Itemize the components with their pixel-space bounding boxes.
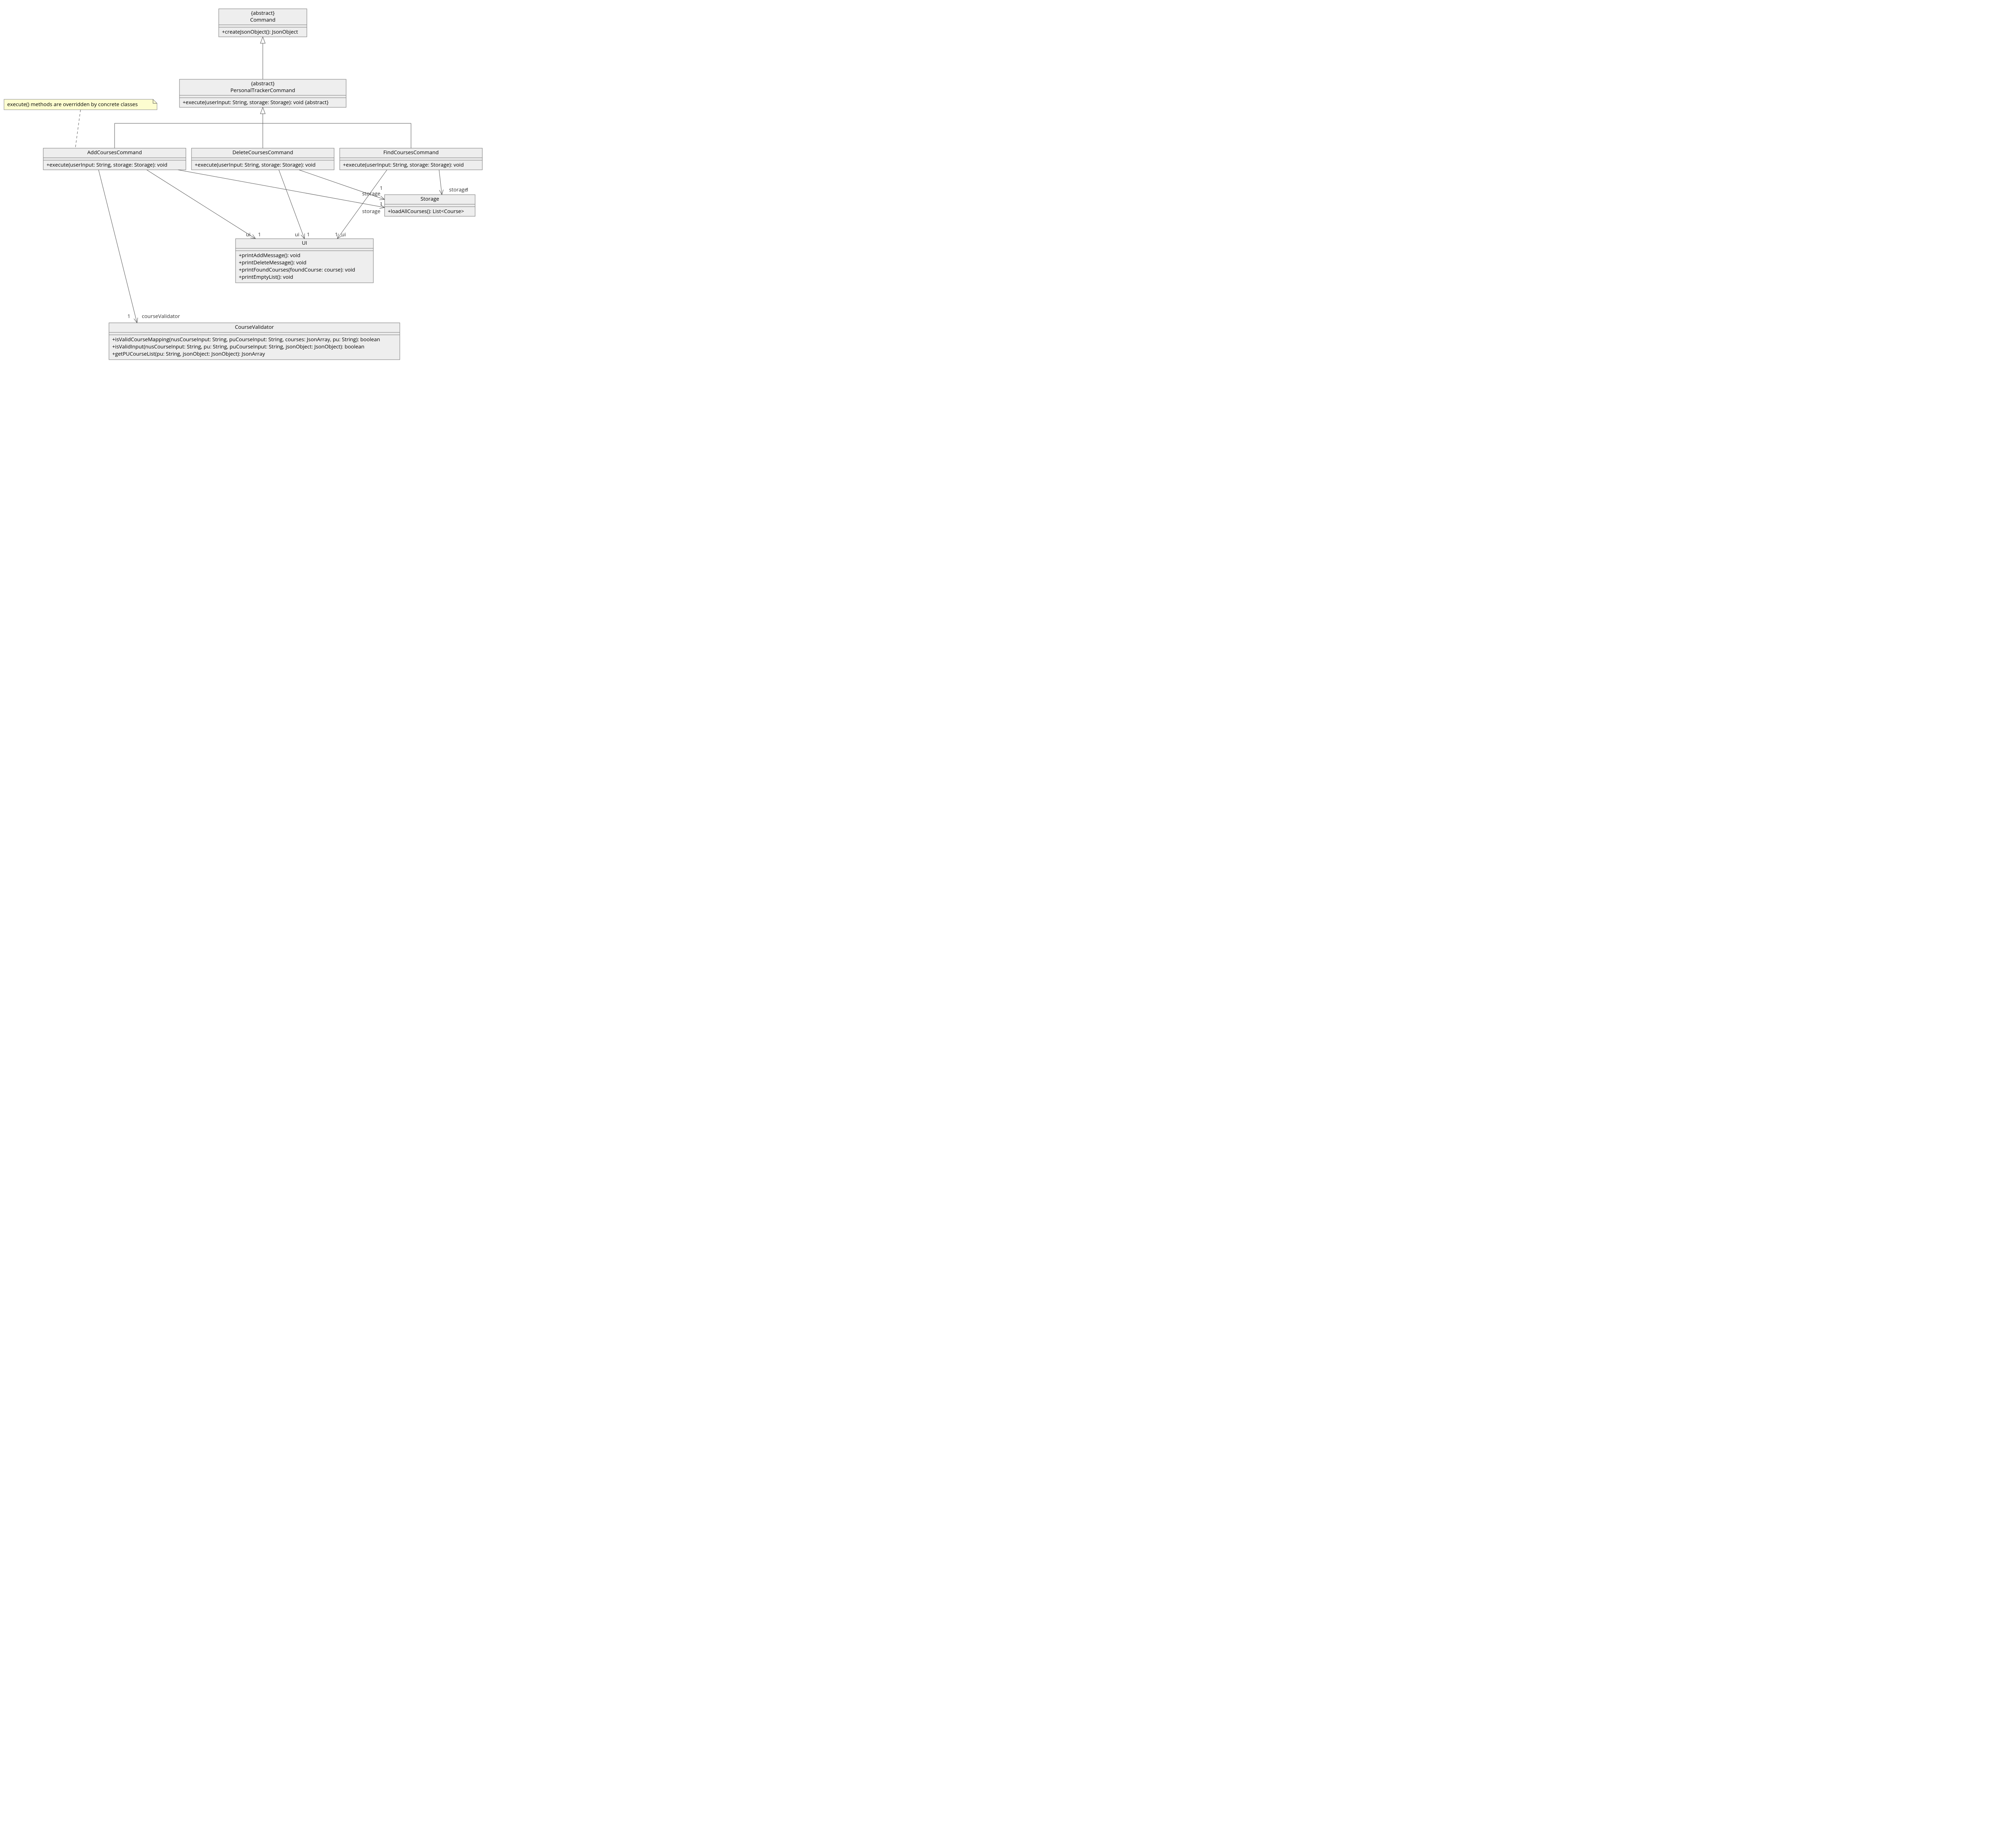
svg-text:1: 1 xyxy=(335,231,338,238)
uml-diagram: execute() methods are overridden by conc… xyxy=(0,0,497,384)
svg-text:1: 1 xyxy=(258,231,261,238)
svg-text:1: 1 xyxy=(380,200,383,207)
svg-text:+execute(userInput: String, st: +execute(userInput: String, storage: Sto… xyxy=(343,161,464,168)
class-del: DeleteCoursesCommand +execute(userInput: … xyxy=(191,148,334,170)
svg-text:Command: Command xyxy=(250,16,275,23)
svg-text:+printAddMessage(): void: +printAddMessage(): void xyxy=(239,252,300,259)
svg-text:+execute(userInput: String, st: +execute(userInput: String, storage: Sto… xyxy=(195,161,316,168)
class-ui: UI+printAddMessage(): void+printDeleteMe… xyxy=(236,239,373,283)
svg-text:storage: storage xyxy=(362,190,381,197)
class-find: FindCoursesCommand +execute(userInput: St… xyxy=(340,148,482,170)
class-storage: Storage +loadAllCourses(): List<Course> xyxy=(385,195,475,216)
svg-text:DeleteCoursesCommand: DeleteCoursesCommand xyxy=(232,149,293,156)
svg-text:+printDeleteMessage(): void: +printDeleteMessage(): void xyxy=(239,259,306,266)
class-ptc: {abstract}PersonalTrackerCommand +execute… xyxy=(179,79,346,107)
svg-text:FindCoursesCommand: FindCoursesCommand xyxy=(383,149,439,156)
class-command: {abstract}Command +createJsonObject(): Js… xyxy=(219,9,307,37)
class-cv: CourseValidator +isValidCourseMapping(nus… xyxy=(109,323,400,360)
svg-text:+printFoundCourses(foundCourse: +printFoundCourses(foundCourse: course):… xyxy=(239,266,355,273)
svg-text:+loadAllCourses(): List<Course: +loadAllCourses(): List<Course> xyxy=(388,207,464,215)
svg-text:1: 1 xyxy=(380,184,383,191)
note: execute() methods are overridden by conc… xyxy=(4,99,157,110)
svg-text:+execute(userInput: String, st: +execute(userInput: String, storage: Sto… xyxy=(46,161,167,168)
svg-text:PersonalTrackerCommand: PersonalTrackerCommand xyxy=(230,87,295,94)
svg-text:Storage: Storage xyxy=(421,195,439,202)
note-text: execute() methods are overridden by conc… xyxy=(7,101,138,108)
svg-text:1: 1 xyxy=(466,186,469,193)
svg-text:CourseValidator: CourseValidator xyxy=(235,323,274,330)
svg-text:{abstract}: {abstract} xyxy=(251,9,274,16)
svg-text:ui: ui xyxy=(295,231,299,238)
svg-text:+execute(userInput: String, st: +execute(userInput: String, storage: Sto… xyxy=(183,99,328,106)
svg-text:+printEmptyList(): void: +printEmptyList(): void xyxy=(239,273,293,280)
svg-text:ui: ui xyxy=(246,231,250,238)
svg-text:{abstract}: {abstract} xyxy=(251,80,274,87)
svg-text:+isValidCourseMapping(nusCours: +isValidCourseMapping(nusCourseInput: St… xyxy=(112,336,380,343)
svg-text:storage: storage xyxy=(449,186,468,193)
svg-text:UI: UI xyxy=(302,239,307,246)
svg-text:AddCoursesCommand: AddCoursesCommand xyxy=(87,149,142,156)
svg-text:+getPUCourseList(pu: String, j: +getPUCourseList(pu: String, jsonObject:… xyxy=(112,350,265,357)
svg-text:+createJsonObject(): JsonObjec: +createJsonObject(): JsonObject xyxy=(222,28,298,35)
svg-text:1: 1 xyxy=(307,231,310,238)
svg-text:1: 1 xyxy=(127,312,130,320)
svg-text:storage: storage xyxy=(362,207,381,215)
svg-text:courseValidator: courseValidator xyxy=(142,312,180,320)
class-add: AddCoursesCommand +execute(userInput: Str… xyxy=(43,148,186,170)
svg-text:ui: ui xyxy=(341,231,346,238)
svg-text:+isValidInput(nusCourseInput:: +isValidInput(nusCourseInput: String, pu… xyxy=(112,343,365,350)
